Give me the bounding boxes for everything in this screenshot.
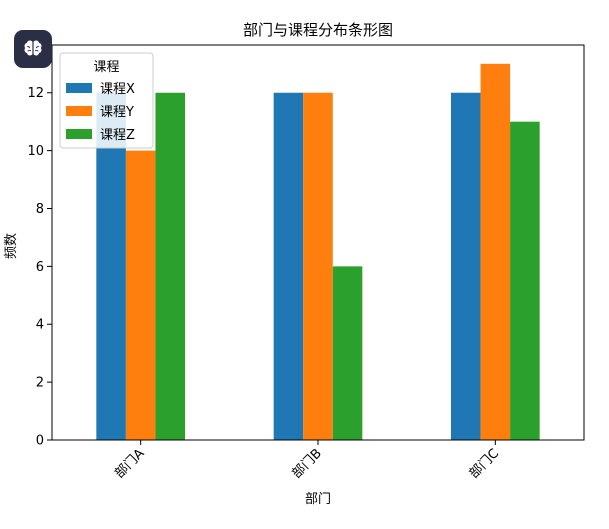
legend-label: 课程Y — [100, 105, 134, 120]
chart-title: 部门与课程分布条形图 — [243, 21, 393, 39]
legend-label: 课程Z — [100, 128, 135, 143]
legend-swatch-课程X — [66, 83, 92, 93]
bar-部门C-课程X — [451, 92, 481, 440]
bar-部门A-课程X — [96, 92, 126, 440]
y-tick-label: 8 — [36, 202, 44, 217]
y-tick-label: 12 — [27, 86, 44, 101]
y-tick-label: 10 — [27, 144, 44, 159]
brain-icon — [24, 40, 42, 56]
bars-layer — [96, 63, 540, 441]
y-tick-label: 4 — [36, 318, 44, 333]
x-axis-label: 部门 — [305, 492, 331, 507]
bar-部门B-课程X — [273, 92, 304, 440]
legend-swatch-课程Y — [66, 106, 92, 116]
bar-部门B-课程Z — [332, 266, 363, 440]
y-axis-label: 频数 — [4, 233, 19, 259]
app-brain-badge[interactable] — [14, 30, 52, 68]
x-tick-label: 部门A — [112, 446, 147, 481]
bar-部门C-课程Y — [480, 63, 511, 441]
bar-部门A-课程Z — [155, 92, 185, 440]
bar-部门C-课程Z — [510, 121, 540, 440]
legend-title: 课程 — [93, 60, 119, 75]
y-tick-label: 6 — [36, 260, 44, 275]
x-tick-label: 部门B — [290, 446, 325, 481]
legend-label: 课程X — [100, 82, 135, 97]
bar-部门B-课程Y — [303, 92, 333, 440]
legend-swatch-课程Z — [66, 129, 92, 139]
y-tick-label: 2 — [36, 376, 44, 391]
y-tick-label: 0 — [36, 434, 44, 449]
legend-box — [59, 52, 154, 149]
x-tick-label: 部门C — [467, 446, 502, 481]
bar-部门A-课程Y — [125, 150, 156, 440]
